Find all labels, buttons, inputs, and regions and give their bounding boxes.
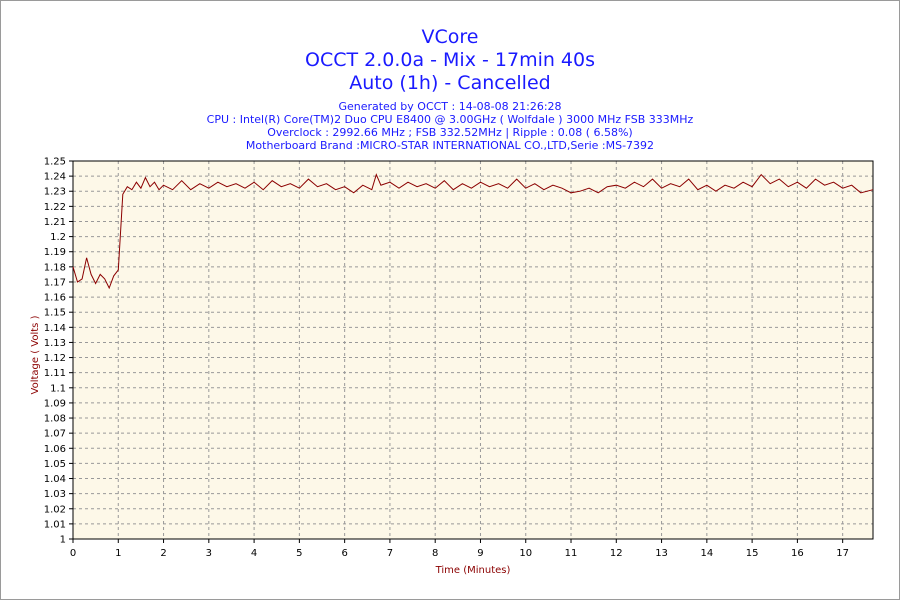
chart-titles: VCore OCCT 2.0.0a - Mix - 17min 40s Auto… bbox=[0, 26, 900, 152]
y-tick-label: 1.07 bbox=[44, 429, 66, 440]
y-tick-label: 1.21 bbox=[44, 217, 66, 228]
y-tick-label: 1.18 bbox=[44, 262, 66, 273]
y-tick-label: 1.16 bbox=[44, 293, 66, 304]
y-tick-label: 1.12 bbox=[44, 353, 66, 364]
info-cpu: CPU : Intel(R) Core(TM)2 Duo CPU E8400 @… bbox=[206, 113, 694, 126]
axes: 1 1.01 1.02 1.03 1.04 1.05 1.06 1.07 1.08 1.09 1.1… bbox=[44, 157, 874, 559]
chart-subtitle-mode: Auto (1h) - Cancelled bbox=[349, 72, 551, 94]
grid-lines bbox=[73, 161, 873, 539]
y-tick-label: 1.17 bbox=[44, 277, 66, 288]
x-tick-label: 1 bbox=[115, 548, 121, 559]
y-tick-label: 1.04 bbox=[44, 474, 66, 485]
y-tick-label: 1 bbox=[60, 535, 66, 546]
x-tick-label: 9 bbox=[477, 548, 483, 559]
y-tick-label: 1.08 bbox=[44, 414, 66, 425]
y-tick-label: 1.01 bbox=[44, 519, 66, 530]
x-tick-label: 12 bbox=[610, 548, 623, 559]
info-motherboard: Motherboard Brand :MICRO-STAR INTERNATIO… bbox=[245, 139, 655, 152]
x-tick-label: 16 bbox=[791, 548, 804, 559]
x-axis-title: Time (Minutes) bbox=[435, 565, 511, 576]
y-tick-label: 1.02 bbox=[44, 504, 66, 515]
y-tick-label: 1.14 bbox=[44, 323, 66, 334]
series-group bbox=[72, 173, 874, 290]
y-tick-label: 1.03 bbox=[44, 489, 66, 500]
info-generated: Generated by OCCT : 14-08-08 21:26:28 bbox=[338, 100, 562, 113]
y-tick-label: 1.22 bbox=[44, 202, 66, 213]
x-tick-label: 13 bbox=[655, 548, 668, 559]
y-tick-label: 1.13 bbox=[44, 338, 66, 349]
y-tick-label: 1.2 bbox=[50, 232, 66, 243]
x-tick-label: 7 bbox=[387, 548, 393, 559]
chart-subtitle-test: OCCT 2.0.0a - Mix - 17min 40s bbox=[304, 49, 596, 71]
chart-title: VCore bbox=[421, 26, 479, 48]
x-tick-label: 4 bbox=[251, 548, 257, 559]
y-tick-label: 1.06 bbox=[44, 444, 66, 455]
info-overclock: Overclock : 2992.66 MHz ; FSB 332.52MHz … bbox=[267, 126, 633, 139]
y-tick-label: 1.05 bbox=[44, 459, 66, 470]
y-tick-label: 1.19 bbox=[44, 247, 66, 258]
y-tick-label: 1.25 bbox=[44, 157, 66, 168]
x-tick-label: 2 bbox=[160, 548, 166, 559]
y-tick-label: 1.1 bbox=[50, 383, 66, 394]
vcore-series-line bbox=[72, 173, 874, 290]
plot-border bbox=[72, 160, 874, 540]
x-tick-label: 11 bbox=[565, 548, 578, 559]
x-tick-label: 0 bbox=[70, 548, 76, 559]
x-tick-label: 14 bbox=[700, 548, 713, 559]
x-tick-label: 10 bbox=[519, 548, 532, 559]
x-tick-label: 5 bbox=[296, 548, 302, 559]
x-tick-label: 8 bbox=[432, 548, 438, 559]
y-tick-label: 1.23 bbox=[44, 187, 66, 198]
plot-area bbox=[73, 161, 873, 539]
y-tick-label: 1.15 bbox=[44, 308, 66, 319]
y-tick-label: 1.09 bbox=[44, 398, 66, 409]
x-tick-label: 6 bbox=[341, 548, 347, 559]
y-axis-title: Voltage ( Volts ) bbox=[30, 315, 41, 394]
x-tick-label: 17 bbox=[836, 548, 849, 559]
y-tick-label: 1.11 bbox=[44, 368, 66, 379]
y-tick-label: 1.24 bbox=[44, 172, 66, 183]
x-tick-label: 3 bbox=[206, 548, 212, 559]
x-tick-label: 15 bbox=[746, 548, 759, 559]
